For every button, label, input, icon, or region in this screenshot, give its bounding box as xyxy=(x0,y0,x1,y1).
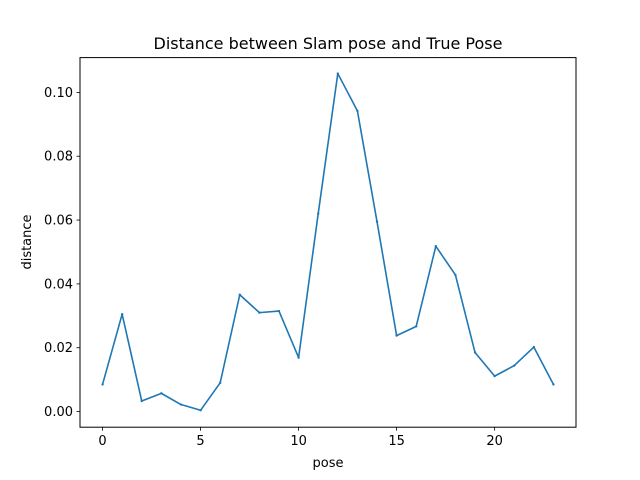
x-tick-label: 15 xyxy=(388,434,405,449)
y-tick-label: 0.02 xyxy=(44,341,73,356)
chart-title: Distance between Slam pose and True Pose xyxy=(154,34,503,53)
y-tick-label: 0.00 xyxy=(44,405,73,420)
data-point xyxy=(473,351,477,354)
data-point xyxy=(179,403,183,406)
data-point xyxy=(160,392,163,395)
y-tick-label: 0.04 xyxy=(44,277,73,292)
data-point xyxy=(375,220,379,223)
y-tick-label: 0.06 xyxy=(44,214,73,229)
data-point xyxy=(120,313,124,316)
x-tick-label: 20 xyxy=(486,434,503,449)
x-tick-label: 10 xyxy=(290,434,307,449)
data-point xyxy=(277,309,281,313)
data-point xyxy=(258,311,261,314)
data-point xyxy=(218,381,222,385)
data-point xyxy=(434,245,438,248)
data-point xyxy=(336,72,339,75)
data-point xyxy=(532,345,536,349)
series-line-0 xyxy=(101,72,555,412)
x-axis-label: pose xyxy=(313,456,344,471)
data-point xyxy=(140,399,143,403)
data-point xyxy=(238,293,241,296)
data-point xyxy=(395,334,398,337)
data-point xyxy=(101,383,104,386)
data-point xyxy=(493,374,496,378)
y-axis-label: distance xyxy=(20,214,35,269)
data-point xyxy=(317,212,320,215)
data-point xyxy=(199,409,202,412)
y-tick-label: 0.08 xyxy=(44,150,73,165)
data-point xyxy=(356,109,359,113)
x-tick-label: 0 xyxy=(98,434,106,449)
data-point xyxy=(415,325,418,328)
data-point xyxy=(513,364,516,367)
data-point xyxy=(297,356,300,359)
y-tick-label: 0.10 xyxy=(44,86,73,101)
x-tick-label: 5 xyxy=(196,434,204,449)
data-point xyxy=(454,273,457,277)
plot-frame xyxy=(79,57,577,428)
data-point xyxy=(552,383,555,386)
